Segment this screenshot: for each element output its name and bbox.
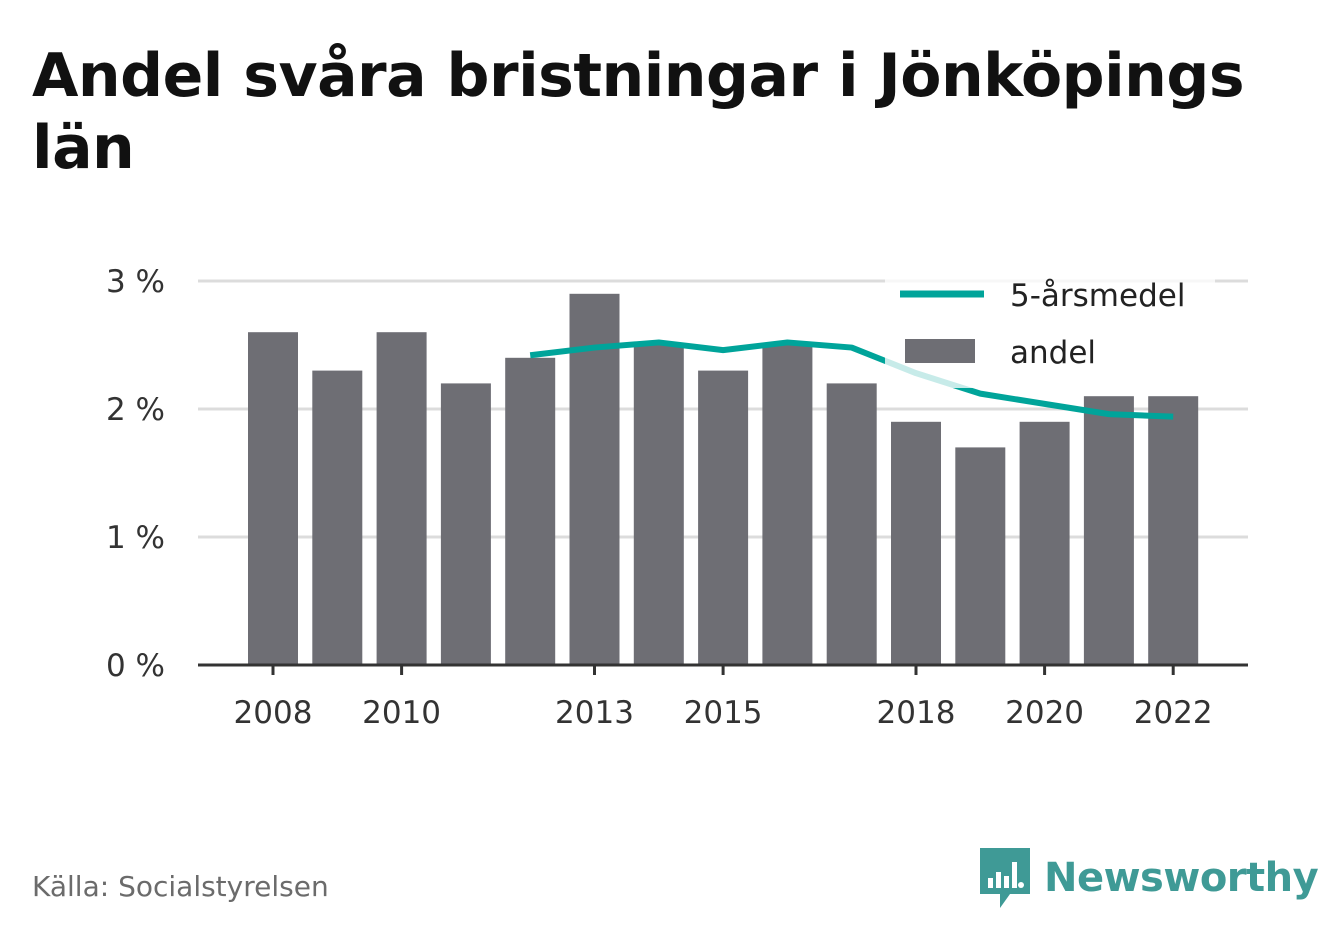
x-tick-label: 2008 bbox=[234, 695, 313, 731]
bar-2017 bbox=[826, 383, 877, 665]
x-axis-ticks: 2008 2010 2013 2015 2018 2020 2022 bbox=[234, 665, 1213, 731]
line-5arsmedel bbox=[529, 339, 1174, 420]
bar-2011 bbox=[440, 383, 491, 665]
bar-series bbox=[248, 293, 1199, 665]
bar-2016 bbox=[762, 345, 813, 665]
bar-2021 bbox=[1083, 396, 1134, 665]
y-tick-label: 0 % bbox=[106, 648, 165, 684]
x-tick-label: 2015 bbox=[684, 695, 763, 731]
legend-label-5arsmedel: 5-årsmedel bbox=[1010, 278, 1185, 314]
legend-label-andel: andel bbox=[1010, 335, 1096, 371]
brand-logo-block: Newsworthy bbox=[980, 846, 1319, 910]
y-axis-ticks: 0 % 1 % 2 % 3 % bbox=[106, 264, 165, 684]
bar-2010 bbox=[376, 332, 427, 665]
chart-title: Andel svåra bristningar i Jönköpings län bbox=[32, 41, 1245, 183]
bar-2013 bbox=[569, 293, 620, 665]
x-tick-label: 2022 bbox=[1134, 695, 1213, 731]
bar-2019 bbox=[955, 447, 1006, 665]
legend-bar-swatch bbox=[905, 339, 975, 363]
bar-2018 bbox=[891, 421, 941, 665]
legend-background bbox=[885, 268, 1215, 388]
legend: 5-årsmedel andel bbox=[885, 268, 1215, 388]
bar-2012 bbox=[505, 357, 556, 665]
x-tick-label: 2020 bbox=[1005, 695, 1084, 731]
x-tick-label: 2013 bbox=[555, 695, 634, 731]
bar-2008 bbox=[248, 332, 298, 665]
line-series bbox=[529, 339, 1174, 420]
y-tick-label: 2 % bbox=[106, 392, 165, 428]
bar-2022 bbox=[1148, 396, 1199, 665]
newsworthy-logo-icon bbox=[980, 848, 1030, 908]
bar-2015 bbox=[698, 370, 749, 665]
y-tick-label: 3 % bbox=[106, 264, 165, 300]
bar-2014 bbox=[633, 345, 684, 665]
source-note: Källa: Socialstyrelsen bbox=[32, 870, 329, 903]
bar-2009 bbox=[312, 370, 363, 665]
x-tick-label: 2018 bbox=[877, 695, 956, 731]
x-tick-label: 2010 bbox=[362, 695, 441, 731]
brand-name: Newsworthy bbox=[1044, 855, 1319, 901]
y-tick-label: 1 % bbox=[106, 520, 165, 556]
bar-2020 bbox=[1019, 421, 1070, 665]
